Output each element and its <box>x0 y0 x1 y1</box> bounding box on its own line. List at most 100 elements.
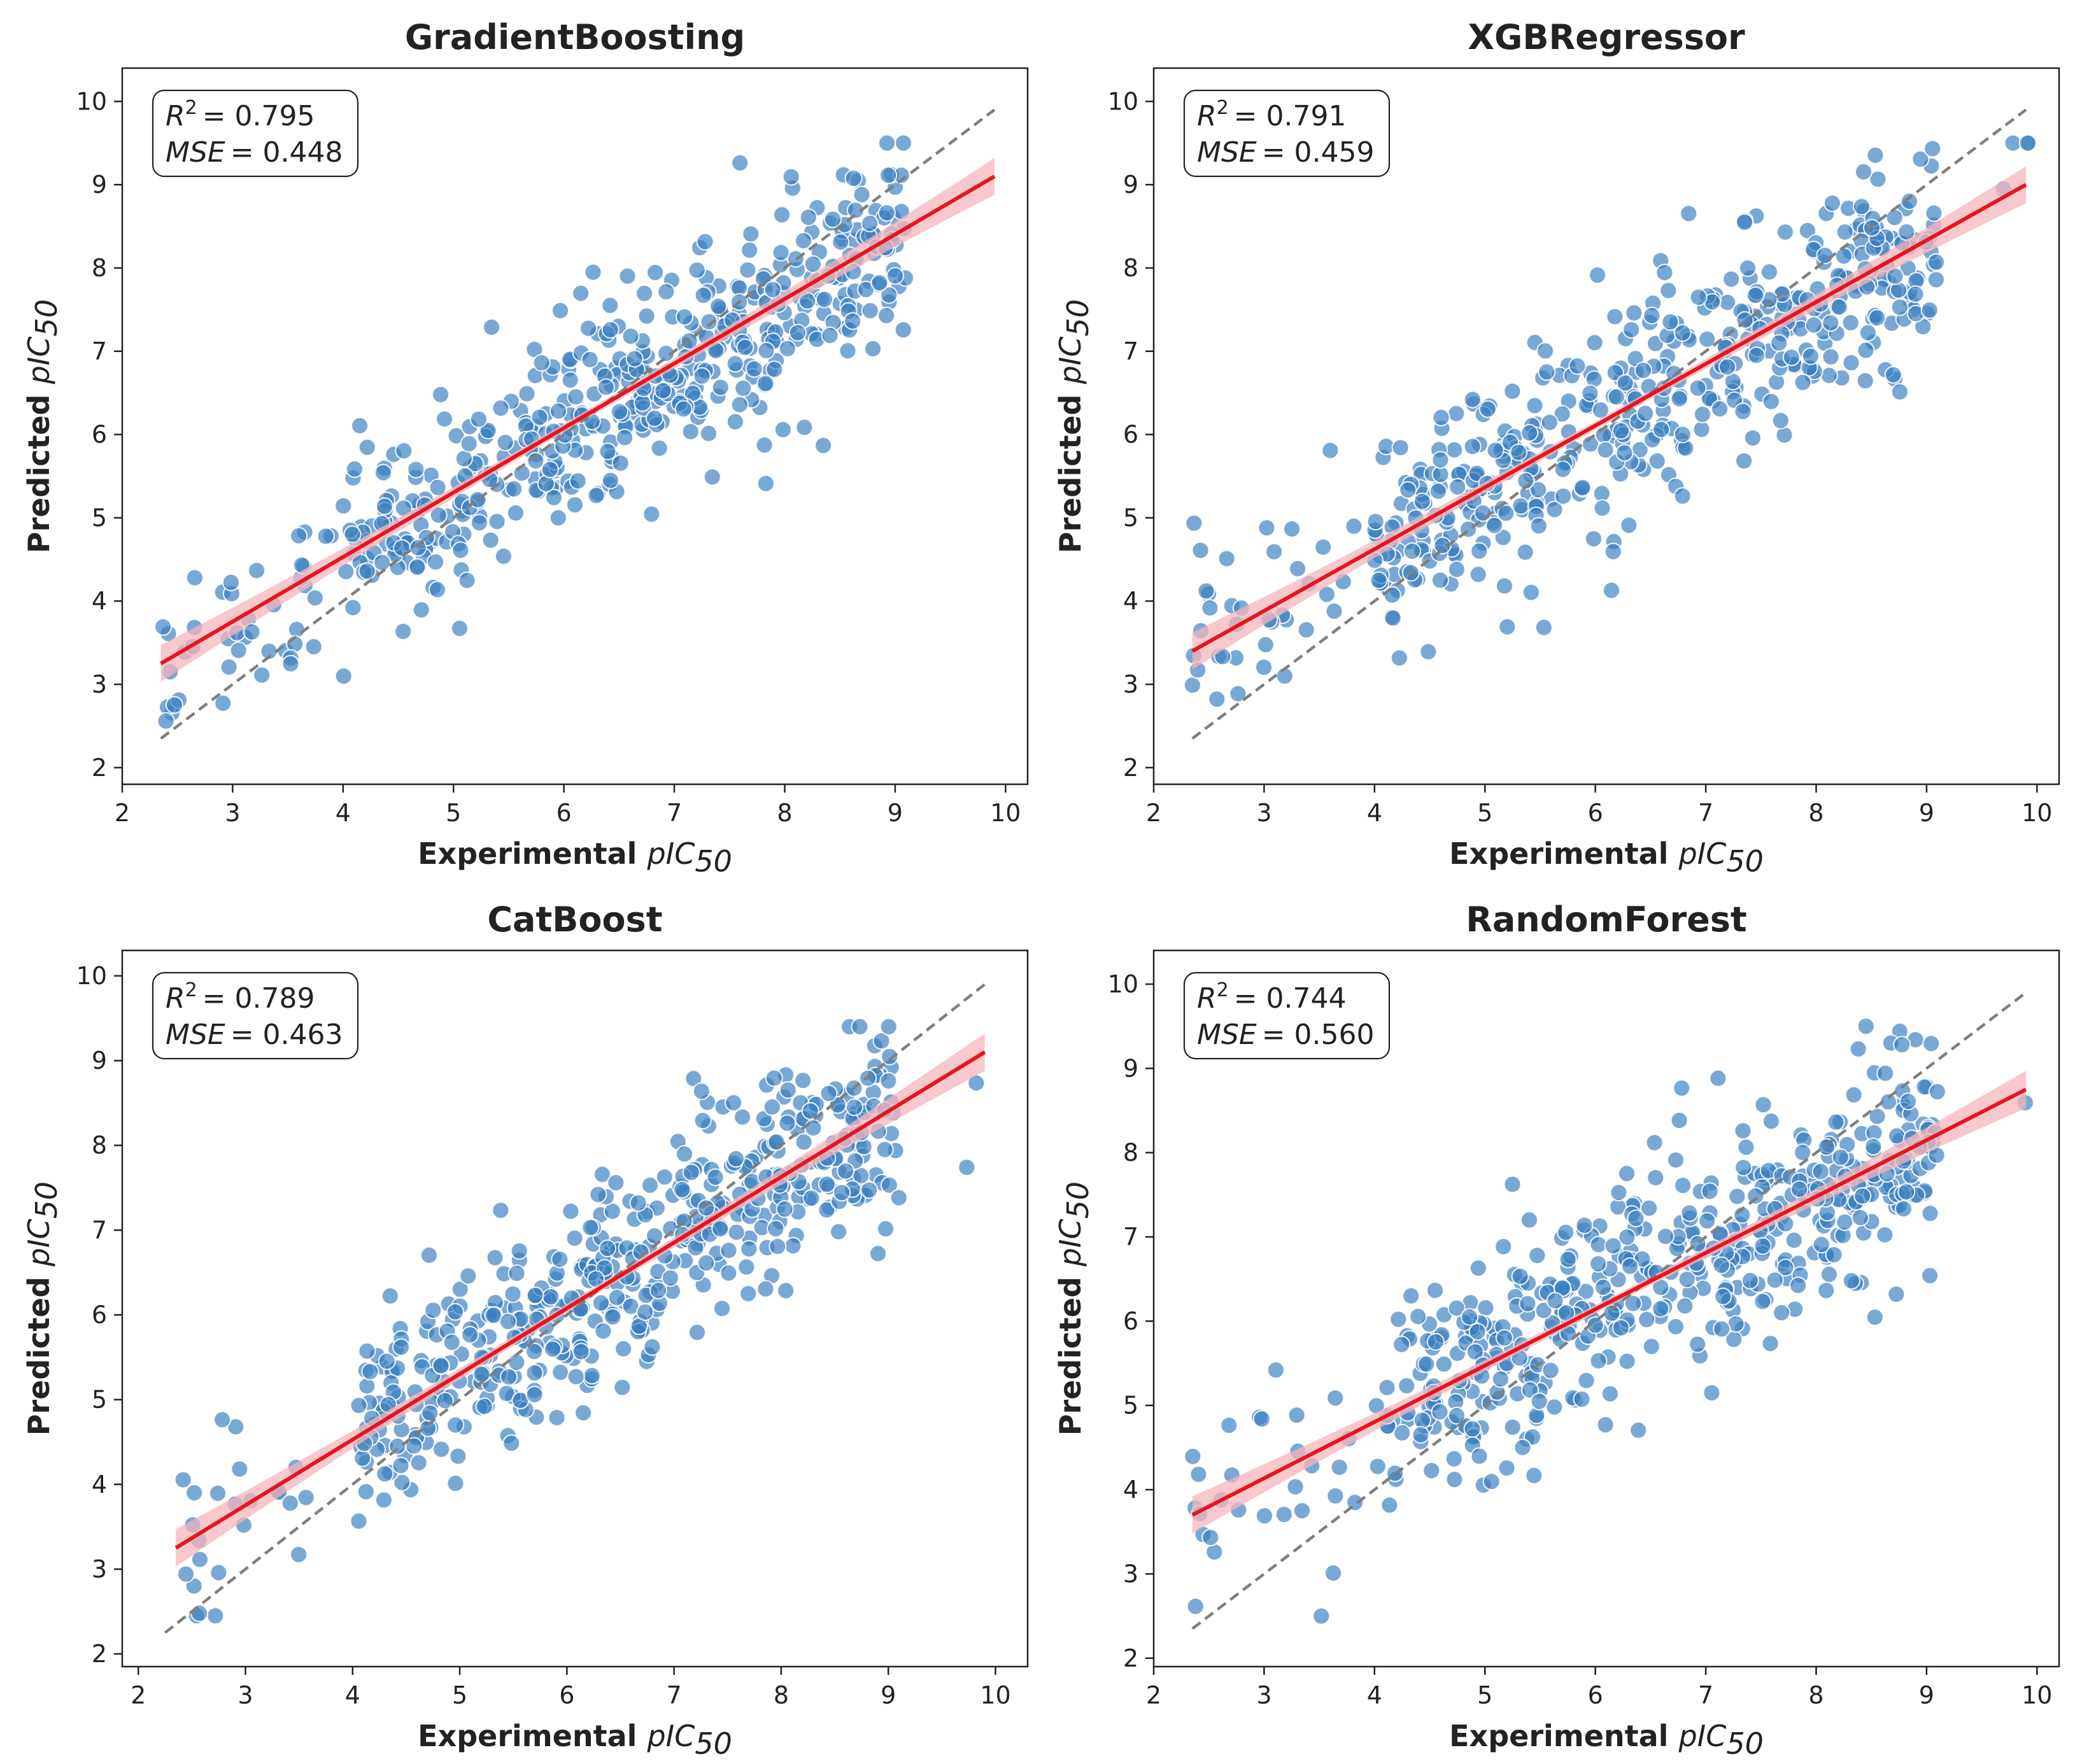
data-point <box>1370 571 1388 589</box>
data-point <box>1620 516 1638 535</box>
data-point <box>726 355 744 373</box>
x-tick-label: 7 <box>667 1681 682 1709</box>
data-point <box>782 167 800 186</box>
data-point <box>532 353 551 372</box>
data-point <box>1652 1299 1670 1318</box>
data-point <box>802 1189 821 1208</box>
data-point <box>676 307 693 326</box>
data-point <box>213 1411 232 1429</box>
data-point <box>1519 1294 1537 1313</box>
data-point <box>1461 1308 1479 1326</box>
data-point <box>432 1440 451 1458</box>
data-point <box>1529 481 1548 499</box>
data-point <box>1822 348 1840 366</box>
data-point <box>1577 1371 1596 1390</box>
data-point <box>1581 384 1599 402</box>
plot-area <box>1184 991 2034 1630</box>
data-point <box>608 1288 626 1307</box>
data-point <box>1734 1122 1752 1140</box>
x-tick-label: 2 <box>131 1681 146 1709</box>
data-point <box>1900 192 1918 211</box>
data-point <box>343 525 362 544</box>
data-point <box>719 1264 738 1282</box>
x-tick-label: 5 <box>446 799 461 827</box>
y-tick-label: 7 <box>92 337 107 365</box>
data-point <box>572 1343 590 1361</box>
x-tick-label: 3 <box>225 799 240 827</box>
data-point <box>350 1512 368 1530</box>
data-point <box>801 1102 819 1120</box>
data-point <box>505 480 523 498</box>
data-point <box>1409 1308 1427 1326</box>
data-point <box>1431 571 1449 589</box>
data-point <box>290 526 308 545</box>
y-tick-label: 5 <box>1123 1392 1138 1420</box>
data-point <box>1447 404 1466 423</box>
x-tick-label: 9 <box>881 1681 896 1709</box>
data-point <box>500 1367 518 1386</box>
data-point <box>700 313 718 331</box>
data-point <box>1851 1208 1869 1227</box>
data-point <box>392 1338 410 1357</box>
data-point <box>1856 372 1874 390</box>
data-point <box>1607 388 1625 406</box>
data-point <box>428 478 447 497</box>
data-point <box>407 460 425 479</box>
data-point <box>846 201 865 220</box>
data-point <box>525 1343 544 1360</box>
data-point <box>734 379 753 397</box>
plot-area <box>164 983 986 1634</box>
x-tick-label: 8 <box>774 1681 789 1709</box>
data-point <box>436 410 454 428</box>
data-point <box>502 1434 521 1453</box>
data-point <box>894 134 912 152</box>
data-point <box>1673 324 1692 342</box>
data-point <box>1760 263 1778 281</box>
y-tick-label: 7 <box>1123 1223 1138 1251</box>
data-point <box>1185 514 1203 532</box>
data-point <box>1593 499 1611 518</box>
data-point <box>190 1550 209 1569</box>
data-point <box>1448 477 1467 496</box>
data-point <box>594 1322 613 1340</box>
data-point <box>861 302 879 320</box>
data-point <box>795 1133 813 1151</box>
x-tick-label: 7 <box>667 799 682 827</box>
data-point <box>889 1189 908 1207</box>
data-point <box>756 374 775 393</box>
data-point <box>1794 1143 1812 1162</box>
data-point <box>1585 530 1603 548</box>
data-point <box>288 620 306 639</box>
data-point <box>676 1145 693 1163</box>
y-tick-label: 7 <box>1123 337 1138 365</box>
data-point <box>839 342 857 360</box>
x-tick-label: 7 <box>1698 799 1713 827</box>
data-point <box>157 712 175 730</box>
data-point <box>1289 560 1307 578</box>
data-point <box>844 312 862 330</box>
data-point <box>1325 602 1343 621</box>
data-point <box>461 1325 479 1344</box>
data-point <box>894 321 912 339</box>
data-point <box>1191 541 1210 560</box>
data-point <box>1864 1138 1883 1156</box>
data-point <box>1184 1447 1202 1465</box>
data-point <box>432 385 450 404</box>
data-point <box>1863 218 1881 237</box>
data-point <box>711 378 730 397</box>
data-point <box>1680 1204 1699 1222</box>
data-point <box>1554 460 1572 479</box>
data-point <box>1604 1237 1622 1255</box>
data-point <box>1652 420 1671 439</box>
data-point <box>625 349 644 368</box>
data-point <box>1546 1292 1564 1310</box>
y-tick-label: 5 <box>1123 504 1138 532</box>
data-point <box>879 1017 898 1036</box>
panel-gradientboosting: 2 3 4 5 6 7 8 9 10 2 3 4 5 6 7 8 9 10 GradientBoosting Expe… <box>22 17 1029 878</box>
data-point <box>1921 1204 1939 1223</box>
data-point <box>870 274 889 292</box>
data-point <box>421 1404 439 1422</box>
data-point <box>1257 519 1276 537</box>
data-point <box>657 283 676 301</box>
y-tick-label: 2 <box>1123 754 1138 782</box>
